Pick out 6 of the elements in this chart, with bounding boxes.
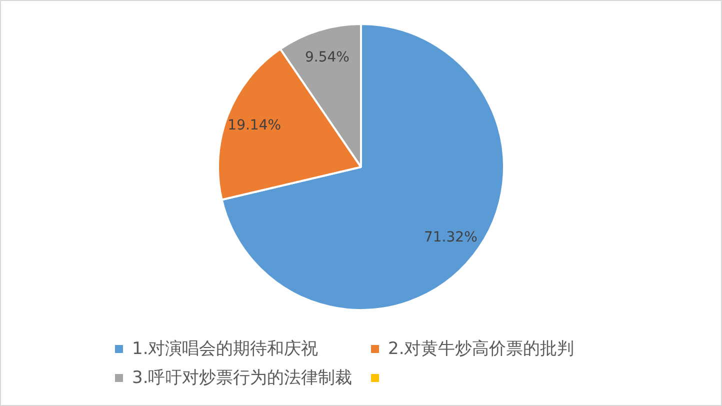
data-label: 9.54% [304,49,350,66]
legend-label: 3.呼吁对炒票行为的法律制裁 [132,367,352,389]
data-label: 71.32% [424,230,478,246]
legend-label: 1.对演唱会的期待和庆祝 [132,338,318,360]
legend-label: 2.对黄牛炒高价票的批判 [388,338,574,360]
data-label: 19.14% [228,117,282,134]
